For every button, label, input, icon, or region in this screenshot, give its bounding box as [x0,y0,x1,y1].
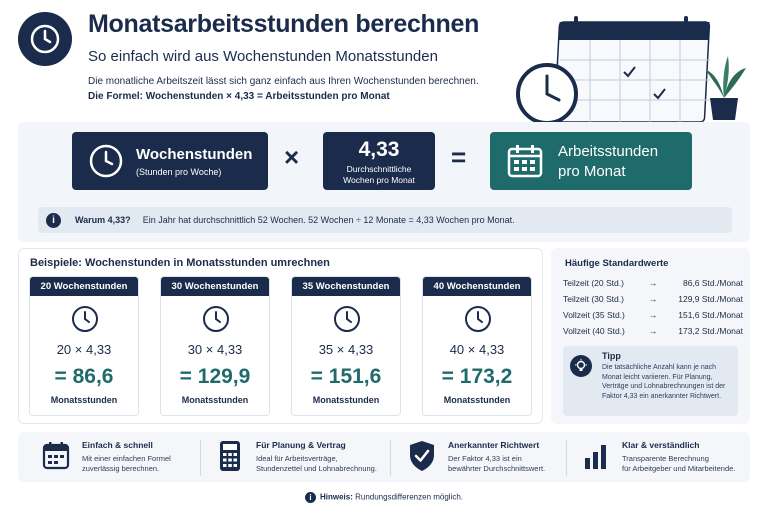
example-card: 40 Wochenstunden 40 × 4,33 = 173,2 Monat… [422,276,532,416]
shield-check-icon [410,441,434,471]
tip-text: Die tatsächliche Anzahl kann je nach Mon… [602,364,726,400]
weekly-hours-sub: (Stunden pro Woche) [136,166,222,177]
features-bar [18,432,750,482]
tip-box [563,346,738,416]
clock-icon [72,306,98,332]
standard-values-title: Häufige Standardwerte [565,258,669,269]
feature-desc: Mit einer einfachen Formel zuverlässig be… [82,454,171,473]
factor-value: 4,33 [358,137,400,161]
example-unit: Monatsstunden [50,395,118,405]
example-card: 30 Wochenstunden 30 × 4,33 = 129,9 Monat… [160,276,270,416]
formula-text: Die Formel: Wochenstunden × 4,33 = Arbei… [88,91,390,102]
lightbulb-icon [570,355,592,377]
weekly-hours-title: Wochenstunden [136,145,253,163]
page-title: Monatsarbeitsstunden berechnen [88,10,480,38]
header-clock-icon [18,12,72,66]
calendar-icon [42,442,70,470]
standard-label: Teilzeit (30 Std.) [563,294,624,304]
standard-label: Vollzeit (35 Std.) [563,310,625,320]
tip-title: Tipp [602,351,621,361]
divider [200,440,201,476]
info-icon: i [304,492,316,503]
equals-operator: = [451,142,467,172]
footnote: i Hinweis: Rundungsdifferenzen möglich. [0,492,768,503]
multiply-operator: × [284,142,300,172]
feature-title: Für Planung & Vertrag [256,440,346,450]
hint-label: Hinweis: [319,492,353,502]
feature-desc: Transparente Berechnung für Arbeitgeber u… [622,454,736,473]
calendar-illustration [553,16,711,123]
clock-icon [334,306,360,332]
arrow-icon: → [649,294,658,304]
example-formula: 30 × 4,33 [187,342,243,357]
hint-text: Rundungsdifferenzen möglich. [355,492,464,502]
why-text: Ein Jahr hat durchschnittlich 52 Wochen.… [142,215,515,225]
examples-title: Beispiele: Wochenstunden in Monatsstunde… [30,257,330,269]
clock-icon [465,306,491,332]
example-card-header: 35 Wochenstunden [292,277,400,296]
feature-desc: Ideal für Arbeitsverträge, Stundenzettel … [256,454,377,473]
why-info-bar: i Warum 4,33? Ein Jahr hat durchschnittl… [38,207,732,233]
calendar-icon [506,143,544,179]
example-result: = 173,2 [441,365,513,388]
standard-label: Vollzeit (40 Std.) [563,326,625,336]
example-unit: Monatsstunden [443,395,511,405]
arrow-icon: → [649,326,658,336]
standard-value: 173,2 Std./Monat [678,326,743,336]
arrow-icon: → [649,278,658,288]
clock-icon [88,143,124,179]
example-formula: 40 × 4,33 [449,342,505,357]
clock-icon [203,306,229,332]
bar-chart-icon [585,445,606,469]
divider [566,440,567,476]
info-icon: i [46,212,61,228]
why-label: Warum 4,33? [75,215,131,225]
factor-sub-1: Durchschnittliche [346,163,412,174]
monthly-hours-line-1: Arbeitsstunden [558,142,659,160]
standard-label: Teilzeit (20 Std.) [563,278,624,288]
feature-title: Klar & verständlich [622,440,700,450]
wall-clock-illustration [516,63,578,124]
standard-value: 151,6 Std./Monat [678,310,743,320]
example-result: = 86,6 [54,365,114,388]
divider [390,440,391,476]
factor-sub-2: Wochen pro Monat [343,174,415,185]
feature-title: Anerkannter Richtwert [448,440,540,450]
example-unit: Monatsstunden [312,395,380,405]
page-subtitle: So einfach wird aus Wochenstunden Monats… [88,48,438,65]
example-formula: 35 × 4,33 [318,342,374,357]
feature-desc: Der Faktor 4,33 ist ein bewährter Durchsc… [448,454,546,473]
monthly-hours-line-2: pro Monat [558,162,626,180]
weekly-hours-box: Wochenstunden (Stunden pro Woche) [72,132,268,190]
arrow-icon: → [649,310,658,320]
example-card: 35 Wochenstunden 35 × 4,33 = 151,6 Monat… [291,276,401,416]
calendar-clock-illustration [516,16,746,124]
calculator-icon [220,441,240,471]
plant-illustration [706,56,746,120]
example-card-header: 20 Wochenstunden [30,277,138,296]
standard-value: 129,9 Std./Monat [678,294,743,304]
intro-text: Die monatliche Arbeitszeit lässt sich ga… [88,76,479,87]
example-formula: 20 × 4,33 [56,342,112,357]
example-card: 20 Wochenstunden 20 × 4,33 = 86,6 Monats… [29,276,139,416]
example-card-header: 30 Wochenstunden [161,277,269,296]
factor-box: 4,33 Durchschnittliche Wochen pro Monat [323,132,435,190]
example-result: = 129,9 [179,365,251,388]
monthly-hours-box: Arbeitsstunden pro Monat [490,132,692,190]
example-result: = 151,6 [310,365,382,388]
example-card-header: 40 Wochenstunden [423,277,531,296]
standard-value: 86,6 Std./Monat [682,278,743,288]
feature-title: Einfach & schnell [82,440,153,450]
example-unit: Monatsstunden [181,395,249,405]
